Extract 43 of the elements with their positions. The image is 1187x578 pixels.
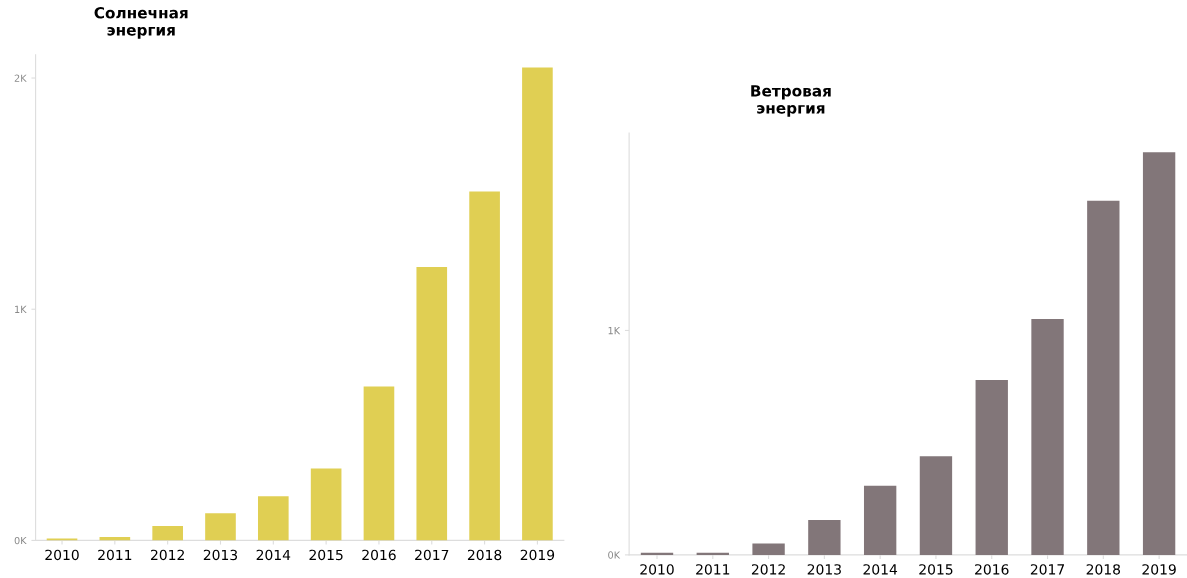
bar bbox=[1031, 319, 1064, 555]
x-tick-label: 2014 bbox=[863, 564, 898, 575]
x-tick-label: 2017 bbox=[415, 549, 449, 561]
bar bbox=[863, 485, 897, 555]
bar bbox=[469, 191, 500, 541]
x-tick-label: 2015 bbox=[919, 564, 953, 575]
x-tick-label: 2013 bbox=[807, 564, 841, 575]
x-tick-label: 2012 bbox=[751, 564, 785, 575]
bar bbox=[1087, 200, 1120, 555]
x-tick-label: 2012 bbox=[151, 549, 184, 561]
y-tick-label: 1K bbox=[15, 305, 27, 313]
chart-title: Солнечная энергия bbox=[94, 7, 188, 39]
bar bbox=[975, 380, 1008, 555]
bar bbox=[416, 266, 448, 541]
bar bbox=[522, 67, 553, 541]
x-tick-label: 2011 bbox=[98, 549, 132, 561]
x-tick-label: 2016 bbox=[362, 549, 396, 561]
x-tick-label: 2011 bbox=[696, 564, 730, 575]
bar bbox=[310, 468, 342, 541]
bar bbox=[205, 513, 236, 541]
bar bbox=[752, 543, 785, 555]
y-tick-label: 2K bbox=[14, 74, 27, 82]
x-tick-label: 2018 bbox=[1086, 564, 1121, 575]
x-tick-label: 2019 bbox=[520, 549, 555, 561]
bar bbox=[363, 386, 395, 541]
x-tick-label: 2019 bbox=[1142, 564, 1176, 575]
bar bbox=[808, 520, 841, 555]
x-tick-label: 2017 bbox=[1030, 564, 1065, 575]
y-tick-label: 0K bbox=[608, 551, 621, 559]
x-tick-label: 2014 bbox=[256, 549, 291, 561]
y-tick-label: 1K bbox=[608, 327, 621, 335]
bar bbox=[919, 456, 953, 555]
y-tick-label: 0K bbox=[14, 536, 27, 545]
x-tick-label: 2010 bbox=[640, 564, 674, 575]
x-tick-label: 2010 bbox=[45, 549, 79, 561]
x-tick-label: 2015 bbox=[309, 549, 343, 561]
bar bbox=[257, 496, 289, 541]
bar bbox=[1142, 152, 1176, 555]
bar bbox=[152, 526, 183, 541]
x-tick-label: 2016 bbox=[975, 564, 1009, 575]
x-tick-label: 2013 bbox=[203, 549, 238, 561]
x-tick-label: 2018 bbox=[467, 549, 502, 561]
chart-title: Ветровая энергия bbox=[751, 85, 831, 117]
